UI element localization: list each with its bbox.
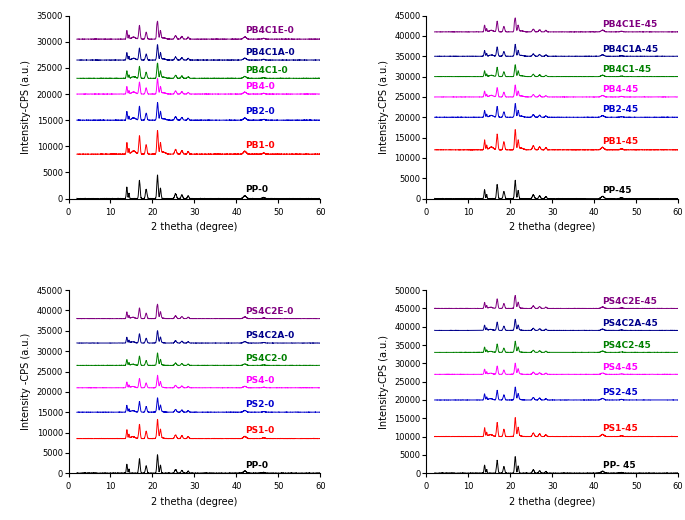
Text: PB4C1E-45: PB4C1E-45 bbox=[603, 20, 658, 29]
Text: PS4C2A-45: PS4C2A-45 bbox=[603, 319, 658, 328]
Text: PS1-45: PS1-45 bbox=[603, 424, 638, 433]
Text: PB4C1-0: PB4C1-0 bbox=[245, 66, 288, 75]
Text: PS4C2E-45: PS4C2E-45 bbox=[603, 297, 658, 306]
Y-axis label: Intensity -CPS (a.u.): Intensity -CPS (a.u.) bbox=[21, 333, 31, 431]
Y-axis label: Intensity-CPS (a.u.): Intensity-CPS (a.u.) bbox=[379, 335, 389, 428]
Text: PS2-45: PS2-45 bbox=[603, 388, 638, 397]
Text: PB2-45: PB2-45 bbox=[603, 106, 638, 114]
Y-axis label: Intensity-CPS (a.u.): Intensity-CPS (a.u.) bbox=[379, 60, 389, 154]
Text: PP-0: PP-0 bbox=[245, 185, 268, 194]
X-axis label: 2 thetha (degree): 2 thetha (degree) bbox=[151, 222, 238, 232]
Text: PS4C2A-0: PS4C2A-0 bbox=[245, 331, 294, 341]
X-axis label: 2 thetha (degree): 2 thetha (degree) bbox=[509, 222, 595, 232]
Text: PB4-45: PB4-45 bbox=[603, 85, 639, 94]
X-axis label: 2 thetha (degree): 2 thetha (degree) bbox=[509, 497, 595, 507]
Text: PB4C1A-0: PB4C1A-0 bbox=[245, 48, 295, 57]
Text: PS2-0: PS2-0 bbox=[245, 400, 274, 409]
Text: PB4C1A-45: PB4C1A-45 bbox=[603, 45, 659, 54]
Text: PB4C1-45: PB4C1-45 bbox=[603, 65, 651, 74]
Text: PS4C2E-0: PS4C2E-0 bbox=[245, 307, 293, 316]
Text: PP-45: PP-45 bbox=[603, 186, 632, 195]
Text: PB1-45: PB1-45 bbox=[603, 137, 638, 146]
Text: PS4-45: PS4-45 bbox=[603, 363, 638, 372]
Y-axis label: Intensity-CPS (a.u.): Intensity-CPS (a.u.) bbox=[21, 60, 31, 154]
Text: PB2-0: PB2-0 bbox=[245, 108, 275, 116]
Text: PP-0: PP-0 bbox=[245, 461, 268, 470]
Text: PB1-0: PB1-0 bbox=[245, 140, 275, 150]
Text: PS4-0: PS4-0 bbox=[245, 376, 274, 385]
Text: PS1-0: PS1-0 bbox=[245, 426, 274, 435]
Text: PB4-0: PB4-0 bbox=[245, 82, 275, 90]
Text: PS4C2-0: PS4C2-0 bbox=[245, 354, 287, 363]
Text: PS4C2-45: PS4C2-45 bbox=[603, 341, 651, 350]
X-axis label: 2 thetha (degree): 2 thetha (degree) bbox=[151, 497, 238, 507]
Text: PB4C1E-0: PB4C1E-0 bbox=[245, 27, 294, 35]
Text: PP- 45: PP- 45 bbox=[603, 461, 635, 470]
